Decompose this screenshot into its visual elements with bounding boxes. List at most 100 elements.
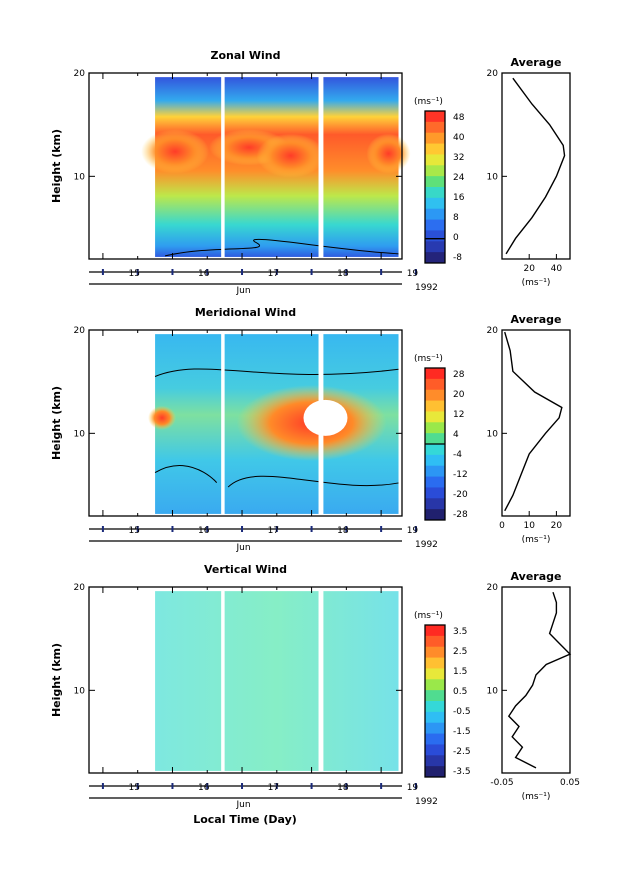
- colorbar-label: 20: [453, 390, 465, 400]
- plot-frame: [88, 72, 403, 260]
- x-tick-label: 17: [268, 783, 279, 793]
- colorbar-label: 28: [453, 370, 465, 380]
- x-tick-label: 15: [128, 269, 139, 279]
- wind-maximum: [256, 133, 325, 178]
- average-frame: [501, 72, 571, 260]
- x-tick-label: 19: [407, 783, 419, 793]
- avg-x-tick-label: 10: [523, 521, 535, 531]
- colorbar-segment: [425, 219, 445, 231]
- colorbar-segment: [425, 744, 445, 756]
- colorbar-frame: [424, 624, 446, 778]
- average-profile-line: [504, 331, 563, 512]
- colorbar-segment: [425, 411, 445, 423]
- colorbar-segment: [425, 690, 445, 702]
- colorbar-segment: [425, 165, 445, 177]
- colorbar-segment: [425, 668, 445, 680]
- colorbar-segment: [425, 733, 445, 745]
- zero-contour: [154, 465, 399, 488]
- y-tick-label: 20: [74, 583, 86, 593]
- colorbar-segment: [425, 498, 445, 510]
- colorbar-label: 0: [453, 233, 459, 243]
- colorbar-segment: [425, 646, 445, 659]
- colorbar-label: 8: [453, 213, 459, 223]
- colorbar-segment: [425, 197, 445, 210]
- plot-frame: [88, 329, 403, 517]
- y-axis-label: Height (km): [50, 386, 63, 460]
- colorbar-segment: [425, 154, 445, 166]
- data-gap: [318, 74, 324, 258]
- colorbar-segment: [425, 476, 445, 488]
- colorbar-label: -8: [453, 253, 462, 263]
- avg-y-tick-label: 20: [487, 583, 499, 593]
- x-tick-label: 15: [128, 526, 139, 536]
- colorbar-label: -3.5: [453, 767, 471, 777]
- colorbar-label: -12: [453, 470, 468, 480]
- zero-contour: [154, 368, 399, 377]
- y-tick-label: 10: [74, 429, 86, 439]
- missing-data-region: [303, 399, 348, 436]
- colorbar-label: 16: [453, 193, 465, 203]
- y-tick-label: 10: [74, 172, 86, 182]
- avg-x-tick-label: 20: [551, 521, 563, 531]
- x-tick-label: 18: [337, 783, 349, 793]
- panel-1: Meridional Wind Height (km) 10 20 15 16 17 18 19…: [50, 306, 571, 553]
- colorbar-segment: [425, 625, 445, 637]
- avg-y-tick-label: 10: [487, 172, 499, 182]
- colorbar-segment: [425, 230, 445, 242]
- colorbar-segment: [425, 252, 445, 264]
- colorbar-label: 3.5: [453, 627, 467, 637]
- colorbar-segment: [425, 444, 445, 456]
- colorbar-label: -28: [453, 510, 468, 520]
- average-title: Average: [511, 56, 562, 69]
- colorbar-segment: [425, 422, 445, 434]
- y-tick-label: 20: [74, 326, 86, 336]
- colorbar-label: 12: [453, 410, 464, 420]
- colorbar-label: -0.5: [453, 707, 471, 717]
- data-gap: [318, 588, 324, 772]
- colorbar-label: -4: [453, 450, 462, 460]
- x-tick-label: 16: [198, 783, 210, 793]
- colorbar-segment: [425, 701, 445, 713]
- colorbar-label: 4: [453, 430, 459, 440]
- average-profile-line: [505, 77, 566, 255]
- y-axis-label: Height (km): [50, 129, 63, 203]
- avg-x-tick-label: -0.05: [490, 778, 513, 788]
- data-gap: [318, 331, 324, 515]
- month-label: Jun: [235, 543, 250, 553]
- average-profile-line: [507, 591, 572, 769]
- avg-x-label: (ms⁻¹): [522, 792, 551, 802]
- colorbar-segment: [425, 400, 445, 412]
- x-tick-label: 17: [268, 269, 279, 279]
- colorbar-label: -1.5: [453, 727, 471, 737]
- x-tick-label: 19: [407, 269, 419, 279]
- avg-y-tick-label: 20: [487, 326, 499, 336]
- colorbar-segment: [425, 132, 445, 145]
- colorbar-segment: [425, 509, 445, 521]
- panel-title: Zonal Wind: [211, 49, 281, 62]
- x-tick-label: 19: [407, 526, 419, 536]
- colorbar-label: 1.5: [453, 667, 467, 677]
- data-gap: [221, 588, 225, 772]
- wind-maximum: [148, 405, 177, 430]
- colorbar-segment: [425, 657, 445, 669]
- colorbar-segment: [425, 679, 445, 691]
- colorbar-label: 24: [453, 173, 465, 183]
- colorbar-label: 0.5: [453, 687, 467, 697]
- colorbar-segment: [425, 433, 445, 445]
- colorbar-segment: [425, 121, 445, 134]
- x-tick-label: 18: [337, 526, 349, 536]
- colorbar-segment: [425, 187, 445, 199]
- average-title: Average: [511, 313, 562, 326]
- colorbar-segment: [425, 378, 445, 391]
- x-axis-label: Local Time (Day): [193, 813, 297, 826]
- colorbar-unit: (ms⁻¹): [414, 97, 443, 107]
- avg-y-tick-label: 10: [487, 686, 499, 696]
- plot-frame: [88, 586, 403, 774]
- colorbar-segment: [425, 143, 445, 155]
- colorbar-label: 32: [453, 153, 464, 163]
- avg-x-tick-label: 0.05: [560, 778, 580, 788]
- data-gap: [221, 74, 225, 258]
- colorbar-segment: [425, 635, 445, 648]
- avg-x-tick-label: 0: [499, 521, 505, 531]
